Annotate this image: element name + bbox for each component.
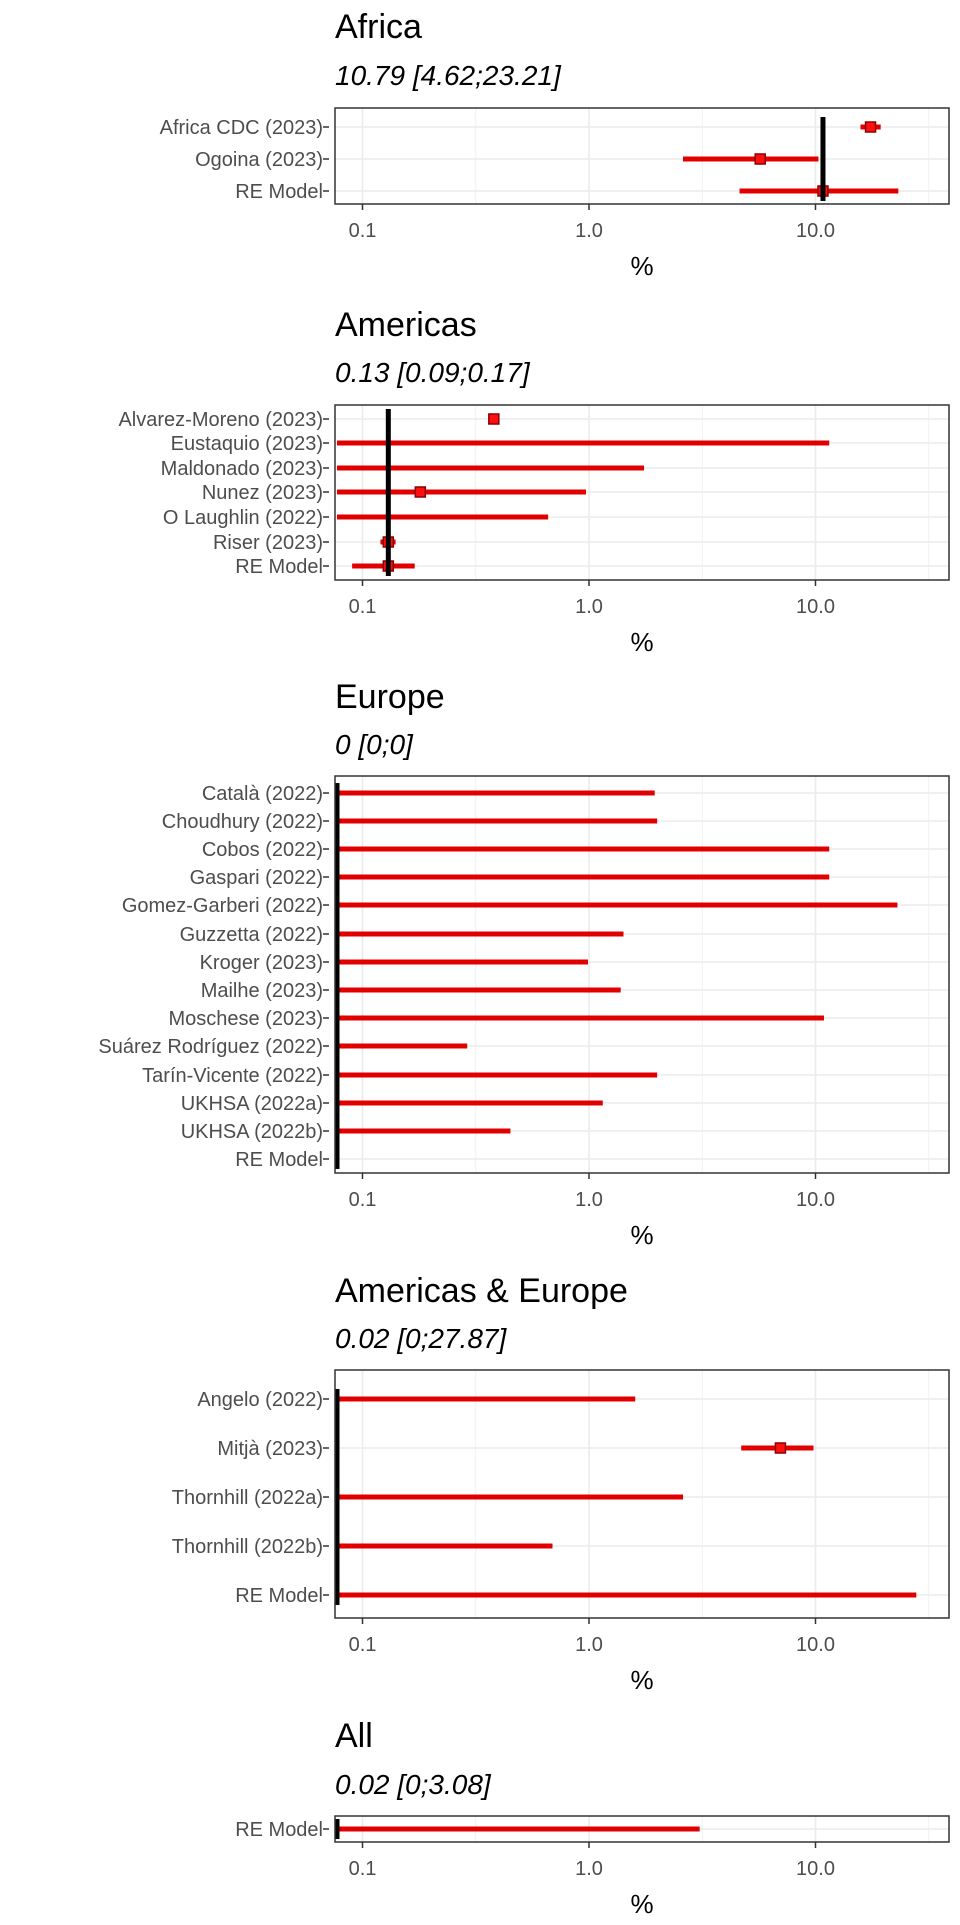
study-label: Tarín-Vicente (2022): [142, 1065, 323, 1087]
x-tick-label: 0.1: [349, 1189, 377, 1211]
x-axis-label: %: [630, 627, 653, 657]
study-label: Suárez Rodríguez (2022): [98, 1036, 323, 1058]
panel-title: Americas & Europe: [335, 1272, 628, 1310]
study-label: Moschese (2023): [168, 1008, 323, 1030]
study-label: RE Model: [235, 1585, 323, 1607]
panel-title: Europe: [335, 678, 445, 716]
study-label: Thornhill (2022b): [172, 1536, 323, 1558]
study-label: Angelo (2022): [197, 1389, 323, 1411]
x-axis-label: %: [630, 1220, 653, 1250]
point-estimate-marker: [488, 413, 500, 425]
x-tick-label: 1.0: [575, 220, 603, 242]
panel-subtitle: 0 [0;0]: [335, 729, 414, 760]
panel-subtitle: 0.02 [0;3.08]: [335, 1769, 492, 1800]
study-label: UKHSA (2022b): [181, 1121, 323, 1143]
study-label: Alvarez-Moreno (2023): [118, 409, 323, 431]
study-label: Guzzetta (2022): [180, 924, 323, 946]
study-label: RE Model: [235, 1819, 323, 1841]
panel-border: [334, 775, 950, 1174]
study-label: Cobos (2022): [202, 839, 323, 861]
study-label: Choudhury (2022): [162, 811, 323, 833]
x-axis-label: %: [630, 1665, 653, 1695]
x-axis-label: %: [630, 1889, 653, 1919]
study-label: Ogoina (2023): [195, 149, 323, 171]
x-tick-label: 1.0: [575, 1858, 603, 1880]
point-estimate-marker: [774, 1442, 787, 1454]
x-tick-label: 0.1: [349, 220, 377, 242]
study-label: Català (2022): [202, 783, 323, 805]
panel-subtitle: 10.79 [4.62;23.21]: [335, 60, 562, 91]
x-tick-label: 10.0: [796, 220, 835, 242]
point-estimate-marker: [754, 153, 766, 165]
x-tick-label: 1.0: [575, 1189, 603, 1211]
study-label: RE Model: [235, 556, 323, 578]
study-label: Kroger (2023): [200, 952, 323, 974]
x-tick-label: 10.0: [796, 1858, 835, 1880]
point-estimate-marker: [414, 486, 427, 498]
study-label: Riser (2023): [213, 532, 323, 554]
panel-subtitle: 0.13 [0.09;0.17]: [335, 357, 531, 388]
x-tick-label: 0.1: [349, 596, 377, 618]
study-label: Maldonado (2023): [161, 458, 323, 480]
panel-title: All: [335, 1717, 373, 1755]
study-label: UKHSA (2022a): [181, 1093, 323, 1115]
x-axis-label: %: [630, 251, 653, 281]
panel-border: [334, 1369, 950, 1619]
study-label: Mailhe (2023): [201, 980, 323, 1002]
panel-border: [334, 1815, 950, 1843]
study-label: Nunez (2023): [202, 482, 323, 504]
panel-subtitle: 0.02 [0;27.87]: [335, 1323, 507, 1354]
study-label: Gomez-Garberi (2022): [122, 895, 323, 917]
study-label: O Laughlin (2022): [163, 507, 323, 529]
x-tick-label: 10.0: [796, 596, 835, 618]
study-label: Gaspari (2022): [190, 867, 323, 889]
study-label: Africa CDC (2023): [160, 117, 323, 139]
panel-title: Africa: [335, 8, 422, 46]
x-tick-label: 0.1: [349, 1858, 377, 1880]
x-tick-label: 10.0: [796, 1189, 835, 1211]
x-tick-label: 0.1: [349, 1634, 377, 1656]
panel-border: [334, 107, 950, 205]
study-label: Eustaquio (2023): [171, 433, 323, 455]
point-estimate-marker: [864, 121, 877, 133]
study-label: RE Model: [235, 1149, 323, 1171]
study-label: Mitjà (2023): [217, 1438, 323, 1460]
x-tick-label: 1.0: [575, 1634, 603, 1656]
x-tick-label: 1.0: [575, 596, 603, 618]
study-label: RE Model: [235, 181, 323, 203]
study-label: Thornhill (2022a): [172, 1487, 323, 1509]
panel-title: Americas: [335, 306, 477, 344]
plot-area: [335, 108, 949, 204]
x-tick-label: 10.0: [796, 1634, 835, 1656]
plot-area: [335, 776, 949, 1173]
panel-border: [334, 404, 950, 581]
plot-area: [335, 1370, 949, 1618]
